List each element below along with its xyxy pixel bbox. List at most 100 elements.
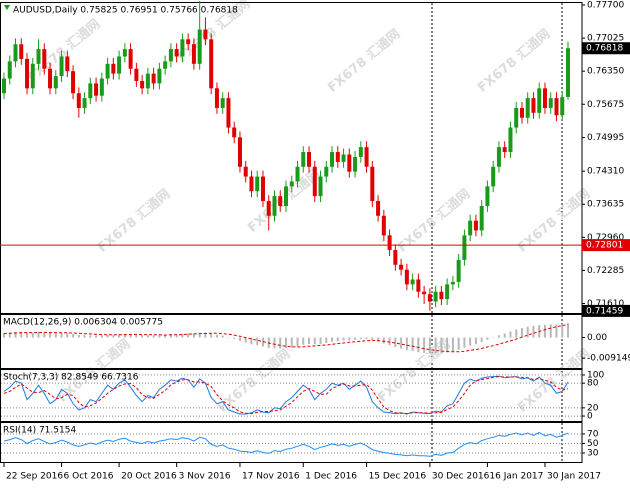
macd-bar [526, 326, 529, 338]
macd-bar [256, 337, 259, 346]
candle-body [514, 107, 519, 128]
macd-bar [348, 337, 351, 341]
y-tick-label: 0.74995 [587, 133, 624, 143]
price-tag [582, 42, 630, 55]
panel-frame [0, 369, 583, 422]
price-tag-label: 0.72801 [586, 241, 623, 251]
candle-body [399, 264, 404, 270]
candle-body [347, 154, 352, 172]
macd-bar [463, 337, 466, 348]
macd-bar [244, 337, 247, 343]
macd-bar [106, 334, 109, 338]
candle-body [341, 154, 346, 162]
candle-body [312, 166, 317, 197]
candle-body [2, 78, 6, 94]
macd-bar [509, 331, 512, 338]
macd-bar [129, 334, 132, 338]
panel-title: AUDUSD,Daily 0.75825 0.76951 0.75766 0.7… [13, 6, 238, 16]
candle-body [508, 127, 513, 153]
macd-bar [227, 337, 230, 338]
macd-bar [77, 334, 80, 338]
macd-bar [400, 337, 403, 349]
candle-body [560, 97, 565, 116]
candle-body [214, 88, 219, 108]
candle-body [496, 147, 501, 167]
candle-body [145, 73, 150, 89]
candle-body [243, 166, 248, 177]
candle-body [174, 49, 179, 57]
x-tick-label: 15 Dec 2016 [369, 472, 427, 482]
macd-bar [187, 333, 190, 338]
macd-bar [152, 335, 155, 338]
macd-bar [520, 328, 523, 338]
macd-bar [492, 337, 495, 339]
macd-bar [354, 337, 357, 340]
macd-bar [388, 337, 391, 346]
macd-bar [561, 324, 564, 338]
candle-body [255, 176, 260, 192]
candle-body [404, 269, 409, 285]
candle-body [376, 201, 381, 216]
candle-body [111, 63, 116, 74]
y-tick-label: 0.74310 [587, 167, 624, 177]
candle-body [433, 291, 438, 302]
macd-bar [146, 335, 149, 338]
candle-body [209, 39, 214, 89]
macd-bar [302, 337, 305, 345]
macd-bar [515, 329, 518, 338]
candle-body [53, 76, 58, 89]
macd-bar [164, 334, 167, 338]
candle-body [25, 58, 30, 89]
y-tick-label: 70 [587, 429, 599, 439]
y-tick-label: -0.009149 [587, 354, 630, 364]
macd-bar [141, 335, 144, 338]
candle-body [473, 220, 478, 231]
price-tag-label: 0.76818 [586, 44, 623, 54]
y-tick-label: 100 [587, 370, 604, 380]
panel-frame [0, 422, 583, 463]
candle-body [266, 201, 271, 216]
candle-body [36, 49, 41, 64]
candle-body [364, 147, 369, 167]
candle-body [318, 176, 323, 197]
macd-bar [233, 337, 236, 339]
candle-body [427, 294, 432, 302]
macd-bar [118, 334, 121, 338]
candle-body [548, 98, 553, 108]
candle-body [324, 166, 329, 177]
candle-body [370, 166, 375, 202]
candle-body [393, 250, 398, 265]
y-tick-label: 0.72285 [587, 266, 624, 276]
candle-body [13, 44, 18, 62]
x-tick-label: 30 Dec 2016 [432, 472, 490, 482]
candle-body [307, 152, 312, 167]
candle-body [531, 98, 536, 113]
y-tick-label: 0.77700 [587, 1, 624, 11]
panel-title: RSI(14) 71.5154 [3, 426, 76, 436]
macd-bar [175, 334, 178, 338]
macd-bar [135, 334, 138, 338]
candle-body [295, 166, 300, 182]
macd-bar [308, 337, 311, 345]
macd-bar [123, 333, 126, 338]
macd-bar [158, 335, 161, 338]
candle-body [387, 235, 392, 251]
candle-body [128, 49, 133, 69]
macd-bar [543, 324, 546, 338]
candle-body [88, 83, 93, 99]
macd-bar [204, 332, 207, 338]
macd-bar [100, 335, 103, 338]
y-tick-label: 0.75675 [587, 100, 624, 110]
macd-bar [451, 337, 454, 352]
macd-bar [549, 324, 552, 338]
y-tick-label: 0.73635 [587, 200, 624, 210]
candle-body [462, 235, 467, 260]
macd-bar [428, 337, 431, 354]
candle-body [445, 284, 450, 300]
macd-bar [14, 331, 17, 338]
candle-body [186, 39, 191, 45]
macd-bar [221, 335, 224, 338]
macd-bar [325, 337, 328, 343]
macd-bar [423, 337, 426, 353]
